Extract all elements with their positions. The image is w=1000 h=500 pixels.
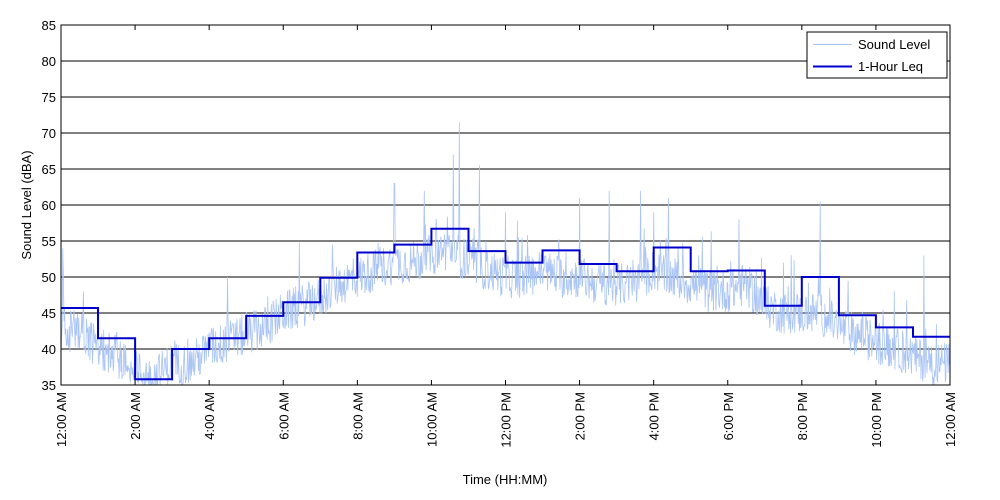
x-axis-ticks: 12:00 AM 2:00 AM 4:00 AM 6:00 AM 8:00 AM 10:0… [54,25,958,448]
legend-label-1-hour-leq: 1-Hour Leq [858,59,923,74]
y-tick-label: 55 [42,234,56,249]
y-axis-ticks: 35 40 45 50 55 60 65 70 75 80 85 [42,18,950,393]
y-gridlines [61,60,950,350]
y-tick-label: 70 [42,126,56,141]
x-tick-label: 4:00 PM [647,392,662,440]
x-axis-title: Time (HH:MM) [463,472,548,487]
series-layer [60,122,951,387]
x-tick-label: 8:00 AM [350,392,365,440]
legend-box [806,31,948,79]
series-1-hour-leq [61,227,950,381]
x-tick-label: 10:00 AM [424,392,439,447]
y-tick-label: 65 [42,162,56,177]
y-tick-label: 50 [42,270,56,285]
x-tick-label: 12:00 AM [54,392,69,447]
x-tick-label: 4:00 AM [202,392,217,440]
y-tick-label: 60 [42,198,56,213]
y-tick-label: 45 [42,306,56,321]
y-tick-label: 35 [42,378,56,393]
x-tick-label: 12:00 AM [943,392,958,447]
legend: Sound Level 1-Hour Leq [806,31,948,79]
y-tick-label: 40 [42,342,56,357]
x-tick-label: 6:00 AM [276,392,291,440]
y-tick-label: 80 [42,54,56,69]
y-tick-label: 85 [42,18,56,33]
y-axis-title: Sound Level (dBA) [19,150,34,259]
x-tick-label: 2:00 AM [128,392,143,440]
x-tick-label: 12:00 PM [499,392,514,448]
x-tick-label: 2:00 PM [573,392,588,440]
legend-label-sound-level: Sound Level [858,37,930,52]
x-tick-label: 8:00 PM [795,392,810,440]
x-tick-label: 6:00 PM [721,392,736,440]
plot-frame [60,24,951,386]
x-tick-label: 10:00 PM [869,392,884,448]
y-tick-label: 75 [42,90,56,105]
